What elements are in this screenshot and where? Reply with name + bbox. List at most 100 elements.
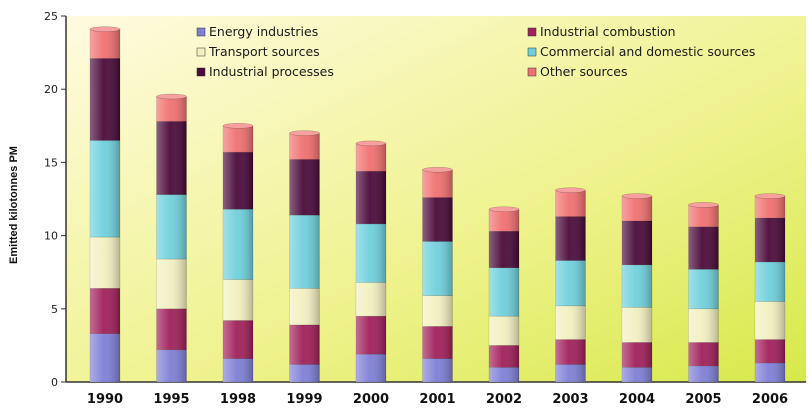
bar-top-cap bbox=[290, 131, 320, 136]
bar-segment bbox=[689, 342, 719, 365]
legend-label: Transport sources bbox=[208, 44, 320, 59]
legend-item: Industrial processes bbox=[197, 64, 334, 79]
bar-segment bbox=[622, 367, 652, 382]
x-tick-label: 1995 bbox=[153, 392, 189, 407]
bar-segment bbox=[223, 126, 253, 152]
bar-segment bbox=[356, 224, 386, 283]
legend-swatch bbox=[528, 68, 536, 76]
bar-top-cap bbox=[223, 123, 253, 128]
x-tick-label: 2002 bbox=[486, 392, 522, 407]
bar-top-cap bbox=[356, 141, 386, 146]
legend-swatch bbox=[197, 68, 205, 76]
bar-stack-1998 bbox=[223, 123, 253, 382]
bar-stack-1999 bbox=[290, 131, 320, 382]
bar-segment bbox=[755, 340, 785, 363]
bar-segment bbox=[489, 268, 519, 316]
bar-segment bbox=[755, 196, 785, 218]
legend-label: Commercial and domestic sources bbox=[540, 44, 755, 59]
bar-segment bbox=[689, 309, 719, 343]
x-axis: 1990 1995 1998 1999 2000 2001 2002 2003 2004 2005… bbox=[66, 382, 806, 407]
bar-segment bbox=[223, 321, 253, 359]
legend-swatch bbox=[528, 28, 536, 36]
bar-segment bbox=[622, 307, 652, 342]
bar-top-cap bbox=[90, 27, 120, 32]
x-tick-label: 2001 bbox=[419, 392, 455, 407]
bar-stack-2001 bbox=[423, 167, 453, 382]
bar-segment bbox=[423, 359, 453, 382]
bar-segment bbox=[157, 121, 187, 194]
bar-segment bbox=[556, 260, 586, 305]
bar-segment bbox=[290, 133, 320, 159]
bar-segment bbox=[755, 363, 785, 382]
bar-segment bbox=[90, 140, 120, 237]
bar-segment bbox=[90, 334, 120, 382]
bar-top-cap bbox=[556, 188, 586, 193]
bar-top-cap bbox=[157, 94, 187, 99]
bar-segment bbox=[689, 227, 719, 269]
bar-segment bbox=[556, 217, 586, 261]
bar-top-cap bbox=[689, 202, 719, 207]
x-tick-label: 2000 bbox=[353, 392, 389, 407]
bar-segment bbox=[489, 231, 519, 268]
bar-segment bbox=[223, 359, 253, 382]
bar-segment bbox=[689, 205, 719, 227]
bar-segment bbox=[290, 159, 320, 215]
y-axis-label: Emitted kilotonnes PM bbox=[8, 146, 20, 264]
legend-item: Industrial combustion bbox=[528, 24, 676, 39]
bar-segment bbox=[556, 190, 586, 216]
bar-top-cap bbox=[622, 194, 652, 199]
legend-label: Industrial combustion bbox=[540, 24, 676, 39]
bar-segment bbox=[356, 143, 386, 171]
bar-segment bbox=[755, 262, 785, 302]
bar-segment bbox=[689, 269, 719, 309]
bar-segment bbox=[423, 296, 453, 327]
bar-segment bbox=[290, 325, 320, 365]
legend-swatch bbox=[528, 48, 536, 56]
bar-stack-2004 bbox=[622, 194, 652, 382]
bar-segment bbox=[223, 152, 253, 209]
bar-segment bbox=[290, 215, 320, 288]
bar-segment bbox=[157, 97, 187, 122]
bar-segment bbox=[755, 218, 785, 262]
bar-segment bbox=[290, 288, 320, 325]
legend-swatch bbox=[197, 28, 205, 36]
bar-stack-2003 bbox=[556, 188, 586, 382]
legend-item: Energy industries bbox=[197, 24, 318, 39]
legend-item: Commercial and domestic sources bbox=[528, 44, 755, 59]
bar-segment bbox=[90, 237, 120, 288]
bar-segment bbox=[489, 367, 519, 382]
bar-segment bbox=[90, 58, 120, 140]
bar-segment bbox=[622, 342, 652, 367]
bar-top-cap bbox=[423, 167, 453, 172]
bar-segment bbox=[755, 301, 785, 339]
bar-segment bbox=[556, 306, 586, 340]
bar-segment bbox=[622, 265, 652, 307]
bar-top-cap bbox=[755, 194, 785, 199]
bar-segment bbox=[356, 316, 386, 354]
bar-segment bbox=[157, 259, 187, 309]
legend-label: Energy industries bbox=[209, 24, 318, 39]
bar-segment bbox=[157, 195, 187, 259]
bar-segment bbox=[689, 366, 719, 382]
bar-top-cap bbox=[489, 207, 519, 212]
bar-segment bbox=[157, 309, 187, 350]
bar-segment bbox=[356, 171, 386, 224]
y-tick-label: 10 bbox=[44, 230, 58, 243]
bar-segment bbox=[356, 354, 386, 382]
y-tick-label: 5 bbox=[51, 303, 58, 316]
legend-item: Other sources bbox=[528, 64, 628, 79]
x-tick-label: 2005 bbox=[685, 392, 721, 407]
y-axis: 0 5 10 15 20 25 bbox=[44, 10, 66, 389]
bar-segment bbox=[223, 280, 253, 321]
bar-segment bbox=[556, 340, 586, 365]
x-tick-label: 1990 bbox=[87, 392, 123, 407]
legend-swatch bbox=[197, 48, 205, 56]
bar-stack-1990 bbox=[90, 27, 120, 382]
x-tick-label: 1999 bbox=[286, 392, 322, 407]
bar-segment bbox=[489, 316, 519, 345]
bar-segment bbox=[356, 282, 386, 316]
bar-stack-2000 bbox=[356, 141, 386, 382]
bar-segment bbox=[157, 350, 187, 382]
bar-segment bbox=[423, 170, 453, 198]
